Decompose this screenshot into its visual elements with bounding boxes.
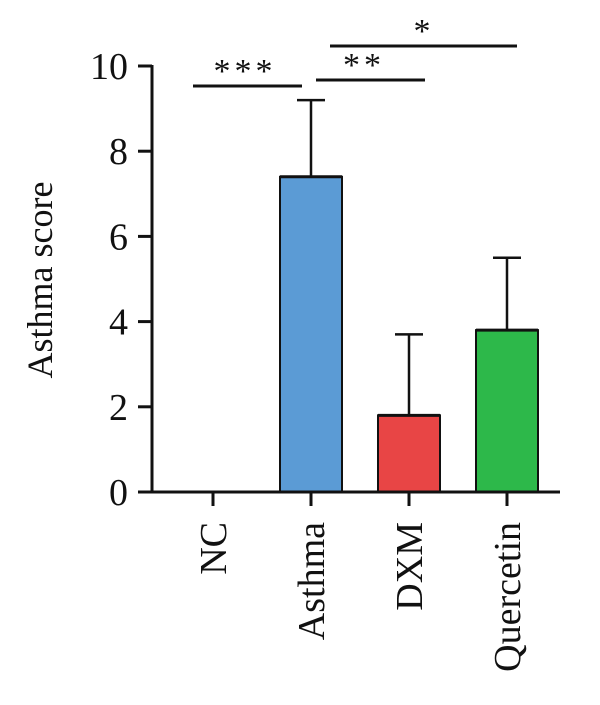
sig-label-2: ** [343,47,385,84]
x-tick-label-dxm: DXM [389,522,431,611]
y-tick-label: 6 [109,216,128,258]
y-tick-label: 8 [109,131,128,173]
x-tick-label-nc: NC [193,522,235,575]
bar-asthma [279,175,343,493]
significance-brackets: *** *** [193,13,517,90]
y-tick-label: 10 [90,46,128,88]
sig-label-1: *** [214,53,277,90]
x-axis: NC Asthma DXM Quercetin [152,490,560,672]
y-axis-title: Asthma score [20,182,60,379]
bar-quercetin [475,329,539,493]
bar-dxm [377,414,441,494]
x-tick-label-quercetin: Quercetin [487,522,529,672]
y-axis: 0 2 4 6 8 10 [90,46,154,514]
sig-label-3: * [414,13,435,50]
y-tick-label: 2 [109,387,128,429]
y-tick-label: 4 [109,302,128,344]
x-tick-label-asthma: Asthma [291,522,333,640]
bars [279,98,539,494]
y-tick-label: 0 [109,472,128,514]
